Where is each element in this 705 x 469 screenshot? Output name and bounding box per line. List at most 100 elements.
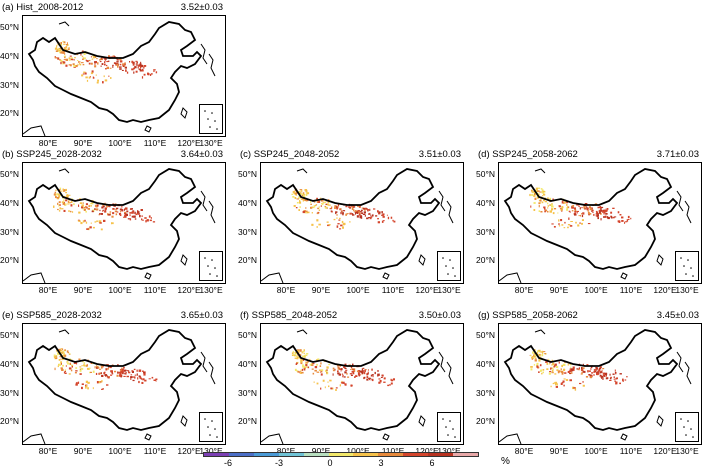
coastline: [200, 190, 208, 212]
change-pixel: [539, 370, 542, 372]
island-dot: [207, 265, 209, 267]
change-pixel: [625, 221, 628, 223]
change-pixel: [126, 375, 129, 378]
change-pixel: [556, 369, 558, 371]
change-pixel: [73, 59, 75, 61]
change-pixel: [605, 377, 608, 380]
change-pixel: [85, 221, 88, 224]
change-pixel: [351, 206, 354, 208]
change-pixel: [66, 362, 69, 365]
change-pixel: [339, 208, 341, 211]
change-pixel: [85, 59, 87, 62]
change-pixel: [316, 363, 318, 366]
island-dot: [204, 418, 206, 420]
change-pixel: [368, 217, 371, 218]
change-pixel: [321, 199, 324, 202]
change-pixel: [305, 199, 308, 202]
change-pixel: [596, 371, 600, 373]
island-dot: [454, 275, 456, 277]
change-pixel: [58, 47, 60, 50]
change-pixel: [582, 212, 585, 215]
change-pixel: [134, 374, 137, 376]
change-pixel: [299, 349, 302, 352]
change-pixel: [83, 208, 86, 211]
change-pixel: [353, 369, 356, 372]
change-pixel: [330, 387, 333, 390]
change-pixel: [131, 211, 134, 214]
change-pixel: [570, 221, 573, 222]
change-pixel: [81, 74, 84, 77]
coastline: [684, 361, 692, 385]
change-pixel: [142, 219, 144, 221]
change-pixel: [539, 202, 542, 204]
change-pixel: [138, 68, 142, 70]
change-pixel: [373, 208, 376, 210]
change-pixel: [114, 63, 117, 65]
change-pixel: [60, 59, 63, 63]
change-pixel: [552, 368, 554, 371]
change-pixel: [587, 370, 589, 373]
change-pixel: [361, 207, 364, 209]
latitude-label: 40°N: [476, 359, 495, 369]
change-pixel: [571, 207, 573, 209]
change-pixel: [82, 208, 84, 210]
change-pixel: [591, 210, 593, 212]
change-pixel: [302, 355, 305, 358]
change-pixel: [81, 204, 84, 207]
change-pixel: [340, 210, 343, 212]
change-pixel: [619, 214, 622, 216]
change-pixel: [558, 206, 562, 208]
change-pixel: [146, 219, 149, 222]
change-pixel: [353, 206, 356, 208]
change-pixel: [138, 369, 142, 372]
change-pixel: [64, 56, 66, 59]
change-pixel: [85, 203, 88, 206]
change-pixel: [136, 373, 138, 376]
change-pixel: [582, 370, 584, 373]
change-pixel: [589, 374, 592, 377]
island-dot: [692, 275, 694, 277]
change-pixel: [94, 65, 97, 68]
change-pixel: [81, 50, 84, 52]
change-pixel: [56, 196, 60, 199]
latitude-label: 30°N: [0, 227, 19, 237]
change-pixel: [117, 371, 119, 374]
change-pixel: [627, 219, 630, 220]
change-pixel: [615, 381, 618, 384]
coastline: [446, 200, 454, 224]
longitude-label: 130°E: [199, 446, 223, 456]
change-pixel: [555, 386, 558, 388]
change-pixel: [543, 206, 546, 209]
change-pixel: [84, 72, 87, 75]
colorbar-segment: [428, 453, 454, 456]
change-pixel: [345, 206, 348, 208]
change-pixel: [301, 368, 303, 371]
change-pixel: [134, 218, 137, 220]
change-pixel: [112, 373, 114, 375]
country-border: [27, 329, 203, 431]
change-pixel: [294, 197, 297, 199]
change-pixel: [617, 211, 620, 214]
change-pixel: [588, 206, 591, 209]
change-pixel: [551, 223, 554, 225]
change-pixel: [588, 370, 591, 372]
change-pixel: [624, 379, 627, 381]
change-pixel: [602, 368, 605, 370]
change-pixel: [531, 194, 534, 196]
change-pixel: [539, 199, 542, 202]
change-pixel: [75, 367, 78, 369]
change-pixel: [109, 67, 112, 69]
change-pixel: [112, 55, 114, 57]
change-pixel: [303, 368, 306, 371]
change-pixel: [579, 214, 581, 217]
change-pixel: [536, 196, 539, 199]
change-pixel: [130, 376, 133, 379]
change-pixel: [142, 68, 144, 71]
change-pixel: [387, 216, 390, 220]
change-pixel: [558, 223, 560, 226]
change-pixel: [77, 220, 80, 222]
change-pixel: [322, 202, 325, 204]
change-pixel: [354, 210, 357, 213]
panel-mean-value: 3.71±0.03: [656, 149, 699, 160]
change-pixel: [130, 374, 133, 376]
